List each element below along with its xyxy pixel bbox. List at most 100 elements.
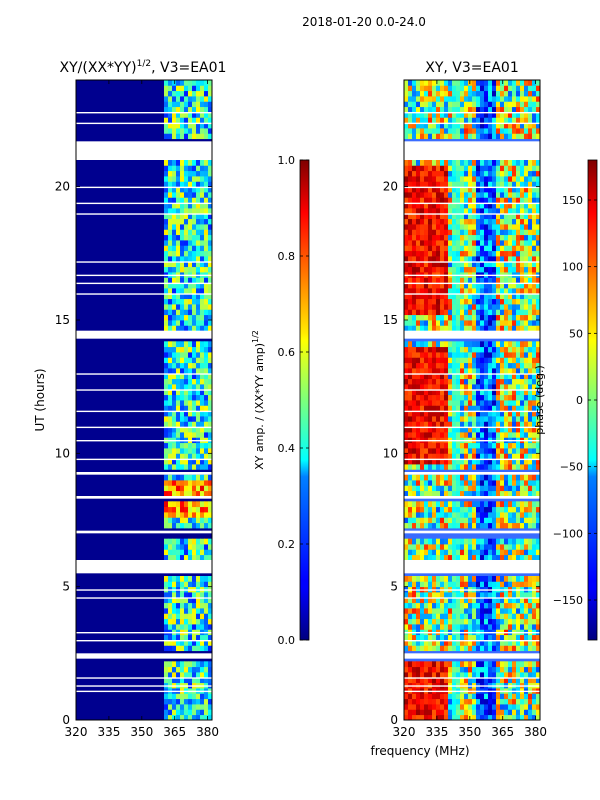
heatmap-cell bbox=[428, 181, 433, 188]
heatmap-cell bbox=[176, 549, 181, 556]
heatmap-cell bbox=[180, 186, 185, 193]
amplitude-ratio-panel: XY/(XX*YY)1/2, V3=EA01 320 335 350 365 38005… bbox=[33, 59, 226, 739]
heatmap-cell bbox=[500, 202, 505, 209]
heatmap-cell bbox=[208, 512, 213, 518]
heatmap-cell bbox=[448, 240, 453, 246]
heatmap-cell bbox=[528, 325, 533, 332]
heatmap-cell bbox=[476, 352, 481, 358]
heatmap-cell bbox=[200, 400, 205, 406]
heatmap-cell bbox=[204, 602, 209, 609]
flagged-row bbox=[76, 282, 212, 285]
heatmap-cell bbox=[476, 506, 481, 513]
heatmap-cell bbox=[448, 378, 453, 385]
heatmap-cell bbox=[432, 160, 437, 166]
heatmap-cell bbox=[512, 517, 517, 524]
heatmap-cell bbox=[164, 346, 169, 353]
heatmap-cell bbox=[420, 506, 425, 513]
heatmap-cell bbox=[168, 522, 173, 529]
heatmap-cell bbox=[464, 256, 469, 262]
heatmap-cell bbox=[508, 506, 513, 513]
heatmap-cell bbox=[164, 325, 169, 332]
heatmap-cell bbox=[192, 298, 197, 305]
heatmap-cell bbox=[444, 106, 449, 113]
heatmap-cell bbox=[416, 426, 421, 433]
heatmap-cell bbox=[452, 666, 457, 673]
heatmap-cell bbox=[404, 709, 409, 716]
heatmap-cell bbox=[168, 410, 173, 417]
heatmap-cell bbox=[188, 96, 193, 102]
heatmap-cell bbox=[452, 373, 457, 380]
heatmap-cell bbox=[440, 421, 445, 428]
heatmap-cell bbox=[184, 213, 189, 220]
heatmap-cell bbox=[468, 453, 473, 460]
heatmap-cell bbox=[172, 234, 177, 241]
heatmap-cell bbox=[496, 416, 501, 422]
heatmap-cell bbox=[408, 117, 413, 124]
heatmap-cell bbox=[460, 165, 465, 172]
heatmap-cell bbox=[204, 122, 209, 129]
heatmap-cell bbox=[460, 133, 465, 140]
heatmap-cell bbox=[412, 378, 417, 385]
heatmap-cell bbox=[188, 618, 193, 625]
heatmap-cell bbox=[444, 704, 449, 710]
heatmap-cell bbox=[432, 474, 437, 481]
heatmap-cell bbox=[512, 181, 517, 188]
heatmap-cell bbox=[164, 458, 169, 465]
heatmap-cell bbox=[472, 608, 477, 614]
heatmap-cell bbox=[532, 352, 537, 358]
heatmap-cell bbox=[436, 256, 441, 262]
heatmap-cell bbox=[504, 485, 509, 492]
heatmap-cell bbox=[184, 160, 189, 166]
heatmap-cell bbox=[436, 416, 441, 422]
flagged-row bbox=[404, 589, 540, 591]
heatmap-cell bbox=[428, 597, 433, 604]
heatmap-cell bbox=[168, 293, 173, 300]
heatmap-cell bbox=[472, 213, 477, 220]
heatmap-cell bbox=[512, 362, 517, 369]
heatmap-cell bbox=[440, 405, 445, 412]
heatmap-cell bbox=[184, 218, 189, 225]
heatmap-cell bbox=[208, 624, 213, 630]
heatmap-cell bbox=[180, 378, 185, 385]
heatmap-cell bbox=[172, 464, 177, 470]
heatmap-cell bbox=[468, 485, 473, 492]
heatmap-cell bbox=[404, 80, 409, 86]
heatmap-cell bbox=[184, 202, 189, 209]
heatmap-cell bbox=[424, 608, 429, 614]
heatmap-cell bbox=[464, 106, 469, 113]
heatmap-cell bbox=[432, 117, 437, 124]
heatmap-cell bbox=[520, 176, 525, 182]
heatmap-cell bbox=[504, 453, 509, 460]
heatmap-cell bbox=[524, 266, 529, 273]
heatmap-cell bbox=[184, 341, 189, 348]
flagged-band bbox=[76, 330, 212, 339]
heatmap-cell bbox=[448, 266, 453, 273]
heatmap-cell bbox=[532, 293, 537, 300]
heatmap-cell bbox=[172, 282, 177, 289]
heatmap-cell bbox=[176, 266, 181, 273]
heatmap-cell bbox=[476, 208, 481, 214]
heatmap-cell bbox=[500, 421, 505, 428]
heatmap-cell bbox=[504, 224, 509, 230]
heatmap-cell bbox=[420, 304, 425, 310]
heatmap-cell bbox=[168, 117, 173, 124]
heatmap-cell bbox=[428, 213, 433, 220]
heatmap-cell bbox=[516, 192, 521, 198]
heatmap-cell bbox=[512, 245, 517, 252]
heatmap-cell bbox=[412, 229, 417, 236]
heatmap-cell bbox=[200, 197, 205, 204]
heatmap-cell bbox=[412, 261, 417, 268]
heatmap-cell bbox=[416, 485, 421, 492]
heatmap-cell bbox=[492, 96, 497, 102]
heatmap-cell bbox=[452, 229, 457, 236]
heatmap-cell bbox=[504, 394, 509, 401]
heatmap-cell bbox=[484, 421, 489, 428]
heatmap-cell bbox=[508, 490, 513, 497]
heatmap-cell bbox=[176, 597, 181, 604]
heatmap-cell bbox=[176, 261, 181, 268]
heatmap-cell bbox=[428, 613, 433, 620]
heatmap-cell bbox=[496, 464, 501, 470]
heatmap-cell bbox=[200, 480, 205, 486]
heatmap-cell bbox=[520, 218, 525, 225]
heatmap-cell bbox=[536, 133, 541, 140]
